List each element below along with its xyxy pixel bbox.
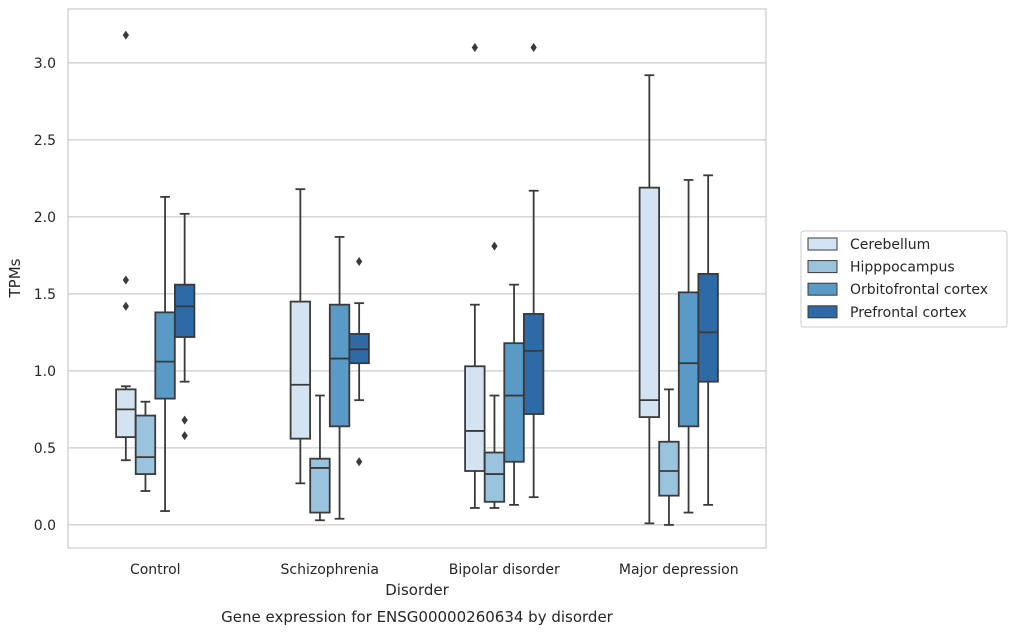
box-iqr <box>638 186 660 419</box>
box-iqr <box>483 451 506 503</box>
y-tick-label: 0.0 <box>34 518 56 534</box>
box-iqr <box>173 283 196 338</box>
box-hipppocampus <box>483 241 506 509</box>
legend-label: Hipppocampus <box>850 260 955 276</box>
y-tick-label: 3.0 <box>34 56 56 72</box>
outlier-point <box>181 415 188 425</box>
box-prefrontal-cortex <box>523 43 545 499</box>
x-tick-labels: Control Schizophrenia Bipolar disorder Majo… <box>130 562 739 578</box>
box-cerebellum <box>638 74 660 525</box>
legend-label: Orbitofrontal cortex <box>850 282 988 298</box>
outlier-point <box>122 275 129 285</box>
x-tick-label: Control <box>130 562 181 578</box>
x-tick-label: Schizophrenia <box>281 562 379 578</box>
outlier-point <box>122 301 129 311</box>
outlier-point <box>122 30 129 40</box>
box-prefrontal-cortex <box>348 257 370 467</box>
box-iqr <box>697 272 719 383</box>
outlier-point <box>181 431 188 441</box>
legend: Cerebellum Hipppocampus Orbitofrontal cort… <box>800 230 1008 328</box>
y-tick-label: 0.5 <box>34 441 56 457</box>
legend-label: Cerebellum <box>850 237 930 253</box>
y-tick-label: 1.5 <box>34 287 56 303</box>
x-tick-label: Bipolar disorder <box>449 562 560 578</box>
outlier-point <box>530 43 537 52</box>
y-tick-labels: 0.0 0.5 1.0 1.5 2.0 2.5 3.0 <box>34 56 56 534</box>
box-prefrontal-cortex <box>697 174 719 506</box>
box-iqr <box>134 414 157 475</box>
box-orbitofrontal-cortex <box>154 195 176 512</box>
legend-swatch <box>807 260 838 274</box>
figure-caption: Gene expression for ENSG00000260634 by d… <box>221 608 614 626</box>
box-iqr <box>523 313 545 415</box>
box-iqr <box>309 457 331 514</box>
outlier-point <box>491 241 498 251</box>
box-iqr <box>464 365 486 472</box>
x-axis-label: Disorder <box>385 581 449 599</box>
box-iqr <box>503 342 525 463</box>
box-hipppocampus <box>658 388 680 526</box>
legend-swatch <box>807 282 838 296</box>
box-cerebellum <box>464 43 486 509</box>
box-cerebellum <box>115 30 137 462</box>
box-iqr <box>289 300 312 440</box>
box-iqr <box>115 388 137 439</box>
legend-label: Prefrontal cortex <box>850 305 967 321</box>
box-iqr <box>677 291 700 428</box>
box-cerebellum <box>289 188 312 485</box>
outlier-point <box>356 257 363 267</box>
box-iqr <box>658 440 680 497</box>
box-iqr <box>154 311 176 400</box>
box-hipppocampus <box>309 394 331 522</box>
y-tick-label: 2.5 <box>34 133 56 149</box>
outlier-point <box>471 43 478 52</box>
plot-area-frame <box>67 8 767 549</box>
box-orbitofrontal-cortex <box>328 236 351 520</box>
box-orbitofrontal-cortex <box>503 283 525 506</box>
y-tick-label: 2.0 <box>34 210 56 226</box>
y-axis-label: TPMs <box>6 258 24 298</box>
box-hipppocampus <box>134 400 157 492</box>
legend-swatch <box>807 305 838 319</box>
legend-swatch <box>807 237 838 251</box>
x-tick-label: Major depression <box>619 562 739 578</box>
outlier-point <box>356 457 363 467</box>
y-tick-label: 1.0 <box>34 364 56 380</box>
box-iqr <box>328 303 351 428</box>
box-orbitofrontal-cortex <box>677 179 700 514</box>
legend-frame <box>800 230 1008 328</box>
boxes <box>115 30 719 526</box>
box-prefrontal-cortex <box>173 212 196 441</box>
